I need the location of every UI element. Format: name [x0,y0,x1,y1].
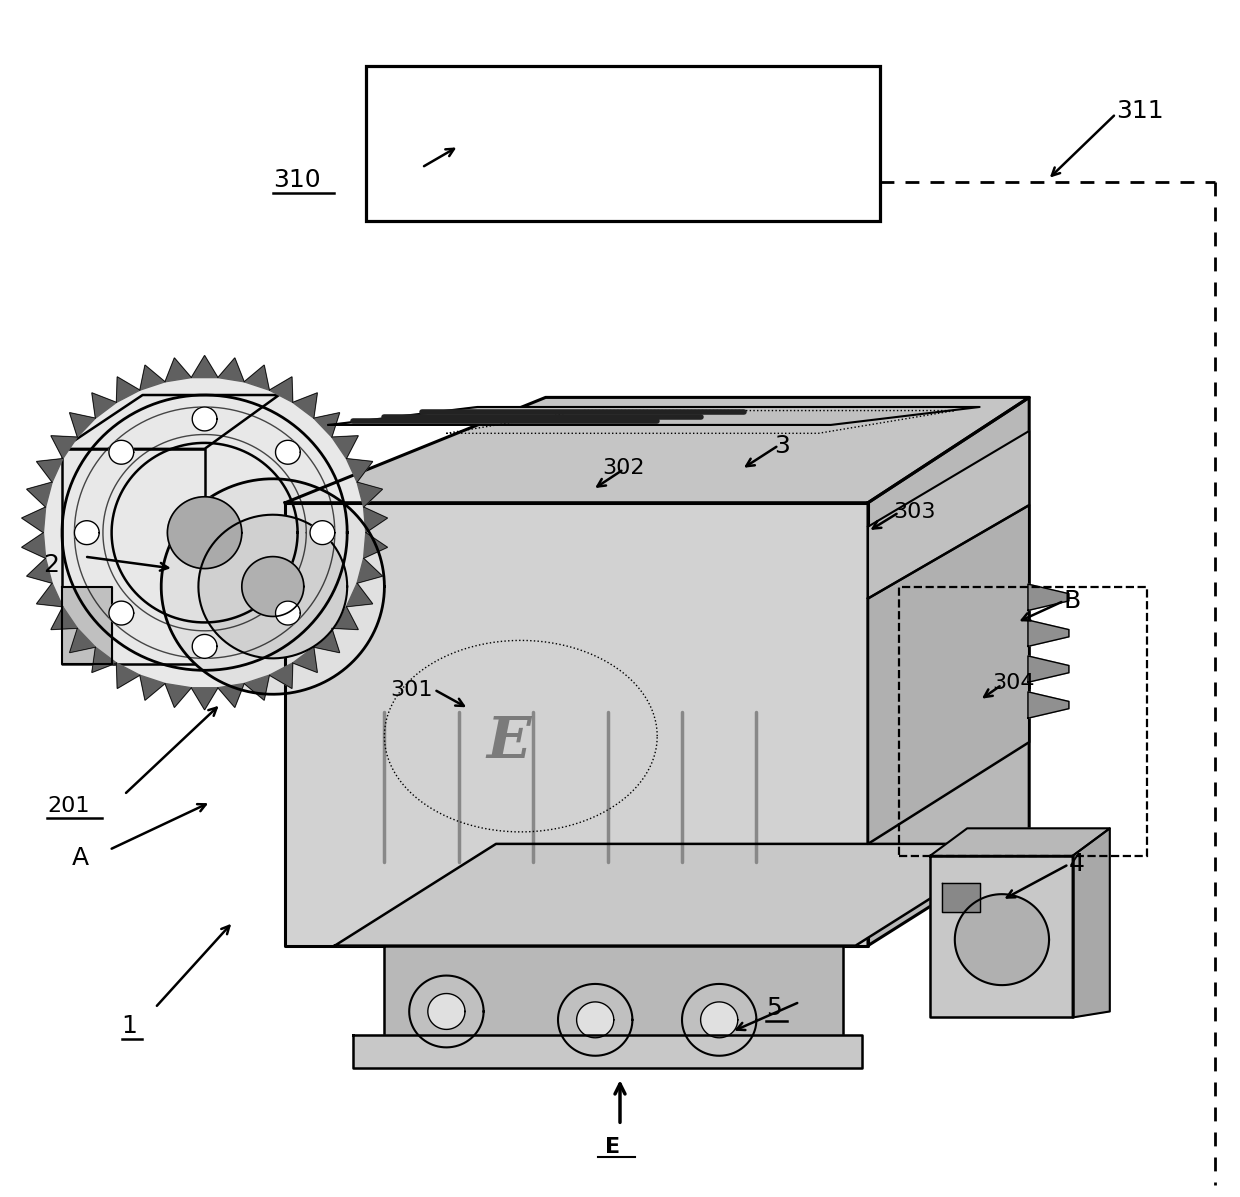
Polygon shape [198,515,347,658]
Polygon shape [384,946,843,1041]
Polygon shape [409,976,484,1047]
Polygon shape [1028,620,1069,646]
Polygon shape [109,440,134,464]
Polygon shape [51,607,77,630]
Polygon shape [332,436,358,458]
Text: 310: 310 [273,168,320,192]
Polygon shape [329,407,980,425]
Polygon shape [314,413,340,437]
Polygon shape [310,521,335,545]
Polygon shape [51,436,77,458]
Polygon shape [191,688,218,710]
Polygon shape [353,1035,862,1068]
Polygon shape [363,508,387,533]
Text: 4: 4 [1069,852,1085,876]
Text: 3: 3 [774,435,790,458]
Polygon shape [242,557,304,616]
Polygon shape [117,377,140,402]
Polygon shape [27,558,52,583]
Text: 201: 201 [47,796,89,816]
Polygon shape [161,479,384,694]
Polygon shape [192,634,217,658]
Polygon shape [117,663,140,688]
Polygon shape [140,365,165,390]
Polygon shape [930,828,1110,856]
Polygon shape [363,533,387,558]
Polygon shape [269,663,293,688]
Polygon shape [62,395,279,449]
Polygon shape [1028,584,1069,610]
Polygon shape [682,984,756,1056]
Polygon shape [109,601,134,625]
Text: 304: 304 [992,673,1034,693]
Polygon shape [275,440,300,464]
Polygon shape [69,628,95,652]
Polygon shape [335,844,1017,946]
Polygon shape [868,397,1029,946]
Text: 2: 2 [43,553,60,577]
Polygon shape [285,503,868,946]
Polygon shape [332,607,358,630]
Polygon shape [218,358,244,382]
Polygon shape [22,508,46,533]
Polygon shape [701,1002,738,1038]
Polygon shape [293,393,317,418]
Polygon shape [27,482,52,508]
Polygon shape [269,377,293,402]
Polygon shape [62,449,205,664]
Polygon shape [140,675,165,700]
Text: B: B [1064,589,1081,613]
Polygon shape [955,894,1049,985]
Polygon shape [930,856,1073,1017]
Text: 5: 5 [766,996,782,1020]
Polygon shape [1028,692,1069,718]
Text: 1: 1 [122,1014,138,1038]
Polygon shape [62,587,112,664]
Polygon shape [92,648,117,673]
Text: E: E [486,713,531,771]
Text: E: E [605,1137,620,1156]
Bar [899,587,1147,856]
Polygon shape [165,358,191,382]
Polygon shape [293,648,317,673]
Polygon shape [69,413,95,437]
Polygon shape [558,984,632,1056]
Polygon shape [191,356,218,377]
Polygon shape [357,558,382,583]
Polygon shape [192,407,217,431]
Polygon shape [346,458,373,482]
Polygon shape [275,601,300,625]
Text: 311: 311 [1116,99,1163,123]
Text: 303: 303 [893,502,935,522]
Polygon shape [218,683,244,707]
Polygon shape [346,583,373,607]
Polygon shape [244,675,269,700]
Text: 301: 301 [391,680,433,700]
Polygon shape [314,628,340,652]
Bar [366,66,880,221]
Polygon shape [285,397,1029,503]
Polygon shape [942,883,980,912]
Polygon shape [167,497,242,569]
Polygon shape [868,431,1029,598]
Text: 302: 302 [603,457,645,478]
Polygon shape [74,521,99,545]
Polygon shape [165,683,191,707]
Polygon shape [868,505,1029,844]
Polygon shape [92,393,117,418]
Polygon shape [36,583,63,607]
Polygon shape [1028,656,1069,682]
Polygon shape [577,1002,614,1038]
Polygon shape [36,458,63,482]
Polygon shape [428,994,465,1029]
Text: A: A [72,846,89,870]
Polygon shape [1073,828,1110,1017]
Polygon shape [22,533,46,558]
Polygon shape [244,365,269,390]
Polygon shape [43,377,366,688]
Polygon shape [357,482,382,508]
